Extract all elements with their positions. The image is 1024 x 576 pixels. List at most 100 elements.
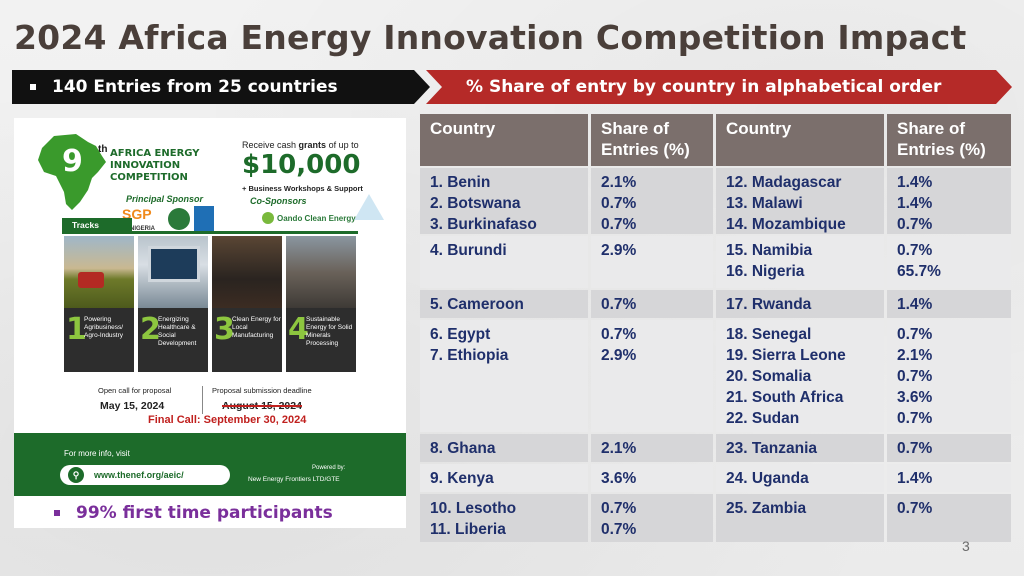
grant-label: Receive cash grants of up to [242,140,359,150]
header-share: Share of Entries (%) [591,114,713,166]
competition-name: AFRICA ENERGY INNOVATION COMPETITION [110,148,200,183]
share-value: 0.7% [601,500,637,517]
tractor-icon [78,272,104,288]
share-value: 0.7% [897,242,933,259]
grant-suffix: of up to [328,140,359,150]
share-value: 0.7% [601,216,637,233]
country-name: 1. Benin [430,174,491,191]
country-cell: 17. Rwanda [716,290,884,318]
oando-icon [262,212,274,224]
track-photo [286,236,356,308]
grant-extra: + Business Workshops & Support [242,184,363,193]
header-country: Country [420,114,588,166]
country-cell: 18. Senegal 19. Sierra Leone 20. Somalia 21… [716,320,884,432]
track-photo [212,236,282,308]
track-card: 3 Clean Energy for Local Manufacturing [212,236,282,372]
final-call-date: Final Call: September 30, 2024 [148,414,307,426]
share-cell: 0.7% 65.7% [887,236,1011,288]
tracks-tab: Tracks [62,218,132,232]
country-name: 21. South Africa [726,389,844,406]
oando-logo: Oando Clean Energy [262,212,356,224]
track-photo [64,236,134,308]
share-value: 0.7% [601,296,637,313]
country-name: 10. Lesotho [430,500,517,517]
competition-poster: 9 th AFRICA ENERGY INNOVATION COMPETITIO… [14,118,406,528]
entries-banner-text: 140 Entries from 25 countries [52,77,338,97]
old-deadline-date: August 15, 2024 [222,400,302,412]
share-value: 0.7% [601,326,637,343]
share-value: 3.6% [897,389,933,406]
share-value: 0.7% [897,216,933,233]
country-name: 14. Mozambique [726,216,846,233]
share-value: 2.1% [897,347,933,364]
country-cell: 4. Burundi [420,236,588,288]
track-number: 4 [288,312,309,347]
country-name: 3. Burkinafaso [430,216,537,233]
country-name: 13. Malawi [726,195,803,212]
share-value: 1.4% [897,174,933,191]
undp-logo [194,206,214,232]
share-value: 2.9% [601,242,637,259]
share-banner-text: % Share of entry by country in alphabeti… [466,77,942,97]
track-label: Energizing Healthcare & Social Developme… [158,316,197,347]
share-value: 2.1% [601,440,637,457]
sponsor-logos: SGP NIGERIA [122,206,222,232]
share-cell: 2.1% [591,434,713,462]
deadline-label: Proposal submission deadline [212,386,312,395]
country-name: 22. Sudan [726,410,800,427]
powered-by-org: New Energy Frontiers LTD/GTE [248,476,340,483]
country-name: 8. Ghana [430,440,496,457]
country-cell: 15. Namibia 16. Nigeria [716,236,884,288]
country-cell: 10. Lesotho 11. Liberia [420,494,588,542]
cosponsor-logo-icon [354,194,384,220]
share-cell: 2.1% 0.7% 0.7% [591,168,713,234]
date-divider [202,386,203,414]
africa-map-icon [38,134,106,210]
share-value: 0.7% [601,195,637,212]
track-card: 4 Sustainable Energy for Solid Minerals … [286,236,356,372]
share-cell: 1.4% [887,290,1011,318]
country-name: 9. Kenya [430,470,494,487]
tracks-divider [62,231,358,234]
share-cell: 0.7% 2.1% 0.7% 3.6% 0.7% [887,320,1011,432]
country-name: 4. Burundi [430,242,507,259]
grant-prefix: Receive cash [242,140,297,150]
share-cell: 0.7% [887,494,1011,542]
share-value: 0.7% [897,326,933,343]
share-cell: 0.7% 2.9% [591,320,713,432]
first-time-text: 99% first time participants [76,503,333,523]
country-name: 24. Uganda [726,470,809,487]
share-value: 0.7% [601,521,637,538]
country-name: 6. Egypt [430,326,491,343]
website-link[interactable]: ⚲ www.thenef.org/aeic/ [60,465,230,485]
country-name: 25. Zambia [726,500,807,517]
share-banner: % Share of entry by country in alphabeti… [426,70,1012,104]
gef-logo [168,208,190,230]
country-cell: 24. Uganda [716,464,884,492]
country-name: 18. Senegal [726,326,812,343]
share-value: 2.1% [601,174,637,191]
share-cell: 3.6% [591,464,713,492]
country-name: 11. Liberia [430,521,506,538]
country-cell: 6. Egypt 7. Ethiopia [420,320,588,432]
page-number: 3 [962,538,970,554]
bullet-icon [30,84,36,90]
bullet-icon [54,510,60,516]
country-cell: 9. Kenya [420,464,588,492]
slide-title: 2024 Africa Energy Innovation Competitio… [14,18,967,57]
country-name: 16. Nigeria [726,263,805,280]
edition-number: 9 [62,144,83,179]
share-cell: 0.7% [591,290,713,318]
track-number: 2 [140,312,161,347]
search-icon: ⚲ [68,467,84,483]
powered-by-label: Powered by: [312,465,346,471]
country-cell: 8. Ghana [420,434,588,462]
sponsor-country: NIGERIA [130,226,156,232]
share-value: 0.7% [897,410,933,427]
more-info-label: For more info, visit [64,449,130,458]
country-cell: 5. Cameroon [420,290,588,318]
share-value: 1.4% [897,195,933,212]
country-cell: 1. Benin 2. Botswana 3. Burkinafaso [420,168,588,234]
share-cell: 0.7% [887,434,1011,462]
country-share-table: Country Share of Entries (%) Country Sha… [420,114,1012,542]
